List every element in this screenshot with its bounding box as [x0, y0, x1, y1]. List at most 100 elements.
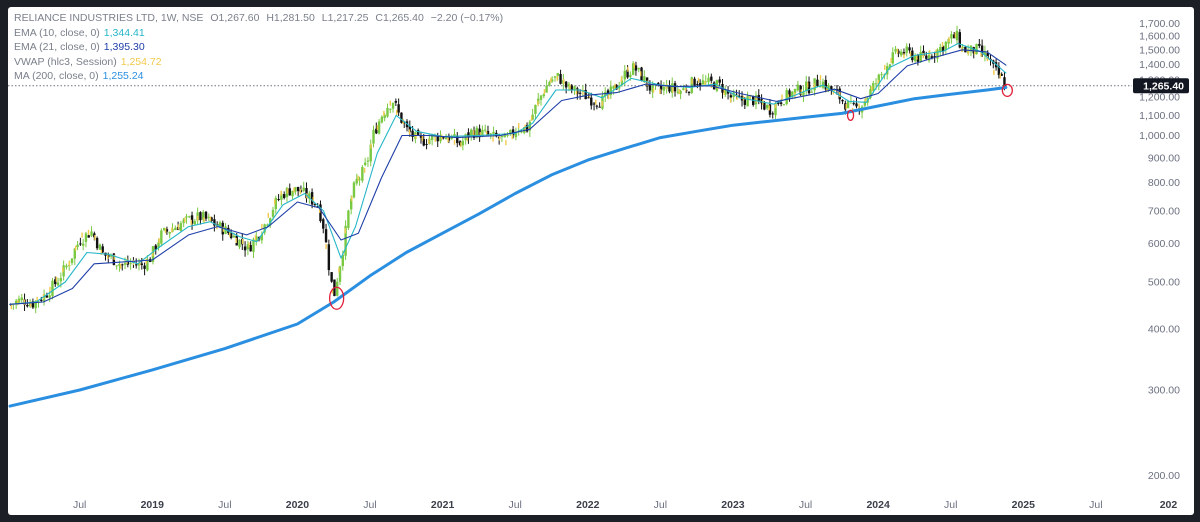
candle-body: [805, 81, 808, 92]
candle-body: [897, 50, 900, 54]
candle-body: [123, 263, 127, 265]
candle-body: [785, 90, 788, 105]
candle-body: [266, 224, 269, 226]
candle-body: [620, 80, 624, 86]
candle-body: [352, 182, 356, 198]
candle-body: [79, 243, 82, 245]
candle-body: [872, 83, 875, 91]
candle-body: [846, 100, 850, 109]
candle-body: [578, 92, 582, 94]
legend-indicator-label: MA (200, close, 0): [14, 70, 99, 83]
price-chart[interactable]: 1,700.001,600.001,500.001,400.001,300.00…: [8, 7, 1194, 515]
candle-body: [481, 129, 484, 137]
candle-body: [456, 135, 459, 144]
candle-body: [570, 85, 573, 91]
candle-body: [375, 128, 378, 134]
candle-body: [503, 133, 506, 138]
candle-body: [528, 121, 532, 131]
last-price-tag-text: 1,265.40: [1143, 81, 1184, 93]
time-axis-label: Jul: [1089, 499, 1102, 511]
legend-indicator-value: 1,395.30: [103, 41, 145, 54]
candle-body: [506, 134, 509, 136]
chart-legend: RELIANCE INDUSTRIES LTD, 1W, NSE O1,267.…: [14, 11, 503, 84]
candle-body: [559, 74, 562, 84]
candle-body: [629, 74, 632, 78]
candle-body: [986, 52, 989, 60]
candle-body: [280, 194, 283, 200]
legend-indicator-value: 1,344.41: [103, 26, 145, 39]
candle-body: [807, 81, 811, 94]
candle-body: [771, 113, 774, 115]
candle-body: [84, 233, 88, 242]
legend-indicator-value: 1,254.72: [120, 55, 162, 68]
candle-body: [606, 90, 610, 95]
last-price-tag: 1,265.40: [1133, 78, 1189, 94]
price-axis-label: 900.00: [1148, 152, 1180, 164]
candle-body: [933, 56, 936, 58]
candle-body: [40, 299, 43, 301]
candle-body: [718, 79, 721, 83]
candle-body: [403, 122, 406, 124]
price-axis-label: 1,200.00: [1139, 91, 1180, 103]
candle-body: [400, 112, 403, 123]
candle-body: [687, 92, 691, 94]
legend-indicator-ma200[interactable]: MA (200, close, 0) 1,255.24: [14, 69, 503, 84]
candle-body: [430, 134, 434, 141]
legend-low: 1,217.25: [327, 12, 369, 24]
candle-body: [467, 132, 470, 138]
candle-body: [174, 227, 177, 230]
candle-body: [14, 300, 18, 305]
candle-body: [545, 85, 548, 93]
candle-body: [634, 65, 638, 71]
chart-panel[interactable]: 1,700.001,600.001,500.001,400.001,300.00…: [8, 7, 1194, 515]
candle-body: [693, 78, 696, 86]
candle-body: [958, 32, 961, 48]
candle-body: [626, 69, 629, 78]
time-axis-label: Jul: [799, 499, 812, 511]
candle-body: [648, 85, 652, 91]
candle-body: [327, 244, 331, 271]
candle-body: [411, 130, 414, 137]
candle-body: [213, 219, 216, 226]
candle-body: [358, 178, 361, 180]
candle-body: [349, 199, 353, 210]
legend-open: 1,267.60: [218, 12, 260, 24]
candle-body: [255, 236, 258, 242]
candle-body: [520, 131, 523, 133]
candle-body: [894, 49, 897, 52]
candle-body: [422, 138, 425, 146]
candle-body: [590, 97, 593, 106]
candle-body: [743, 99, 747, 105]
candle-body: [950, 34, 953, 39]
legend-indicator-vwap[interactable]: VWAP (hlc3, Session) 1,254.72: [14, 55, 503, 70]
candle-body: [911, 50, 914, 61]
candle-body: [305, 188, 308, 199]
candle-body: [623, 70, 626, 80]
candle-body: [738, 95, 741, 97]
legend-symbol[interactable]: RELIANCE INDUSTRIES LTD, 1W, NSE: [14, 12, 204, 24]
price-axis-label: 200.00: [1148, 470, 1180, 482]
candle-body: [542, 94, 546, 97]
candle-body: [210, 217, 213, 222]
candle-body: [324, 229, 328, 243]
legend-indicator-label: EMA (21, close, 0): [14, 41, 100, 54]
candle-body: [514, 132, 518, 138]
candle-body: [470, 129, 473, 136]
candle-body: [643, 76, 646, 83]
candle-body: [668, 85, 671, 92]
candle-body: [509, 129, 512, 134]
candle-body: [955, 30, 959, 41]
candle-body: [475, 127, 479, 138]
legend-indicator-ema21[interactable]: EMA (21, close, 0) 1,395.30: [14, 40, 503, 55]
candle-body: [553, 76, 557, 78]
candle-body: [383, 114, 386, 119]
candle-body: [609, 86, 613, 96]
candle-body: [869, 89, 872, 98]
candle-body: [361, 167, 364, 181]
candle-body: [525, 125, 529, 132]
candle-body: [704, 81, 707, 83]
candle-body: [701, 80, 705, 85]
candle-body: [819, 86, 822, 88]
candle-body: [925, 55, 928, 59]
legend-indicator-ema10[interactable]: EMA (10, close, 0) 1,344.41: [14, 26, 503, 41]
